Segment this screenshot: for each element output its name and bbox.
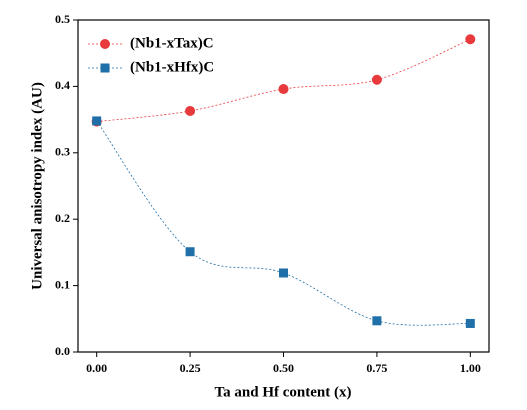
legend-label: (Nb1-xTax)C	[130, 35, 214, 51]
data-point	[371, 74, 382, 85]
data-point	[278, 84, 289, 95]
y-tick-label: 0.0	[55, 344, 70, 358]
y-tick-label: 0.2	[55, 211, 70, 225]
series-line	[96, 38, 471, 122]
x-tick-label: 0.00	[86, 361, 107, 375]
data-point	[92, 116, 102, 126]
series-line	[96, 120, 471, 326]
x-tick-label: 0.50	[273, 361, 294, 375]
data-point	[372, 316, 382, 326]
legend-marker	[100, 39, 110, 49]
y-tick-label: 0.1	[55, 277, 70, 291]
x-tick-label: 1.00	[460, 361, 481, 375]
x-tick-label: 0.75	[366, 361, 387, 375]
data-point	[279, 268, 288, 278]
y-tick-label: 0.3	[55, 145, 70, 159]
data-point	[465, 318, 475, 328]
data-point	[185, 247, 195, 257]
legend-marker	[100, 63, 110, 73]
x-axis-label: Ta and Hf content (x)	[215, 384, 352, 400]
data-point	[185, 105, 196, 116]
legend-label: (Nb1-xHfx)C	[130, 59, 214, 75]
y-tick-label: 0.5	[55, 12, 70, 26]
y-axis-label: Universal anisotropy index (AU)	[29, 82, 45, 290]
x-tick-label: 0.25	[180, 361, 201, 375]
y-tick-label: 0.4	[55, 78, 70, 92]
data-point	[465, 34, 476, 45]
